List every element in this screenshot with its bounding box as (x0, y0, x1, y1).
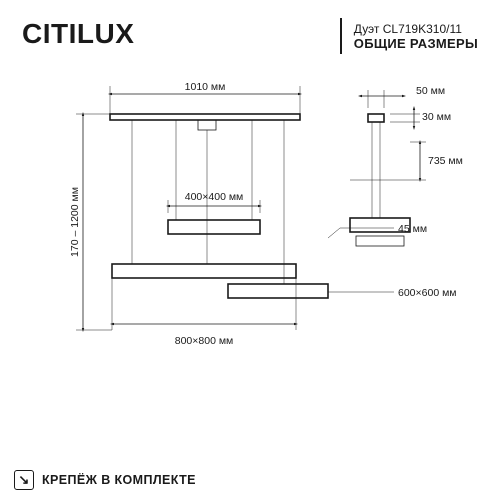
brand-logo: CITILUX (22, 18, 134, 50)
dim-frame-small: 400×400 мм (185, 191, 244, 203)
dim-frame-large: 800×800 мм (175, 335, 234, 347)
model-code: Дуэт CL719K310/11 (354, 22, 478, 36)
footer: ↘ КРЕПЁЖ В КОМПЛЕКТЕ (14, 470, 196, 490)
dimensions-diagram: 1010 мм 170 – 1200 мм 400×400 мм (0, 68, 500, 438)
dim-mount-h: 30 мм (422, 111, 451, 123)
dim-height-range: 170 – 1200 мм (69, 187, 81, 257)
header: CITILUX Дуэт CL719K310/11 ОБЩИЕ РАЗМЕРЫ (0, 0, 500, 63)
dim-frame-medium: 600×600 мм (398, 287, 457, 299)
included-hardware-icon: ↘ (14, 470, 34, 490)
dim-width-top: 1010 мм (185, 81, 226, 93)
page-subtitle: ОБЩИЕ РАЗМЕРЫ (354, 36, 478, 51)
header-meta: Дуэт CL719K310/11 ОБЩИЕ РАЗМЕРЫ (340, 18, 478, 54)
dim-mount-w: 50 мм (416, 85, 445, 97)
dim-profile: 45 мм (398, 223, 427, 235)
footer-label: КРЕПЁЖ В КОМПЛЕКТЕ (42, 473, 196, 487)
page: CITILUX Дуэт CL719K310/11 ОБЩИЕ РАЗМЕРЫ … (0, 0, 500, 500)
dim-depth: 735 мм (428, 155, 463, 167)
